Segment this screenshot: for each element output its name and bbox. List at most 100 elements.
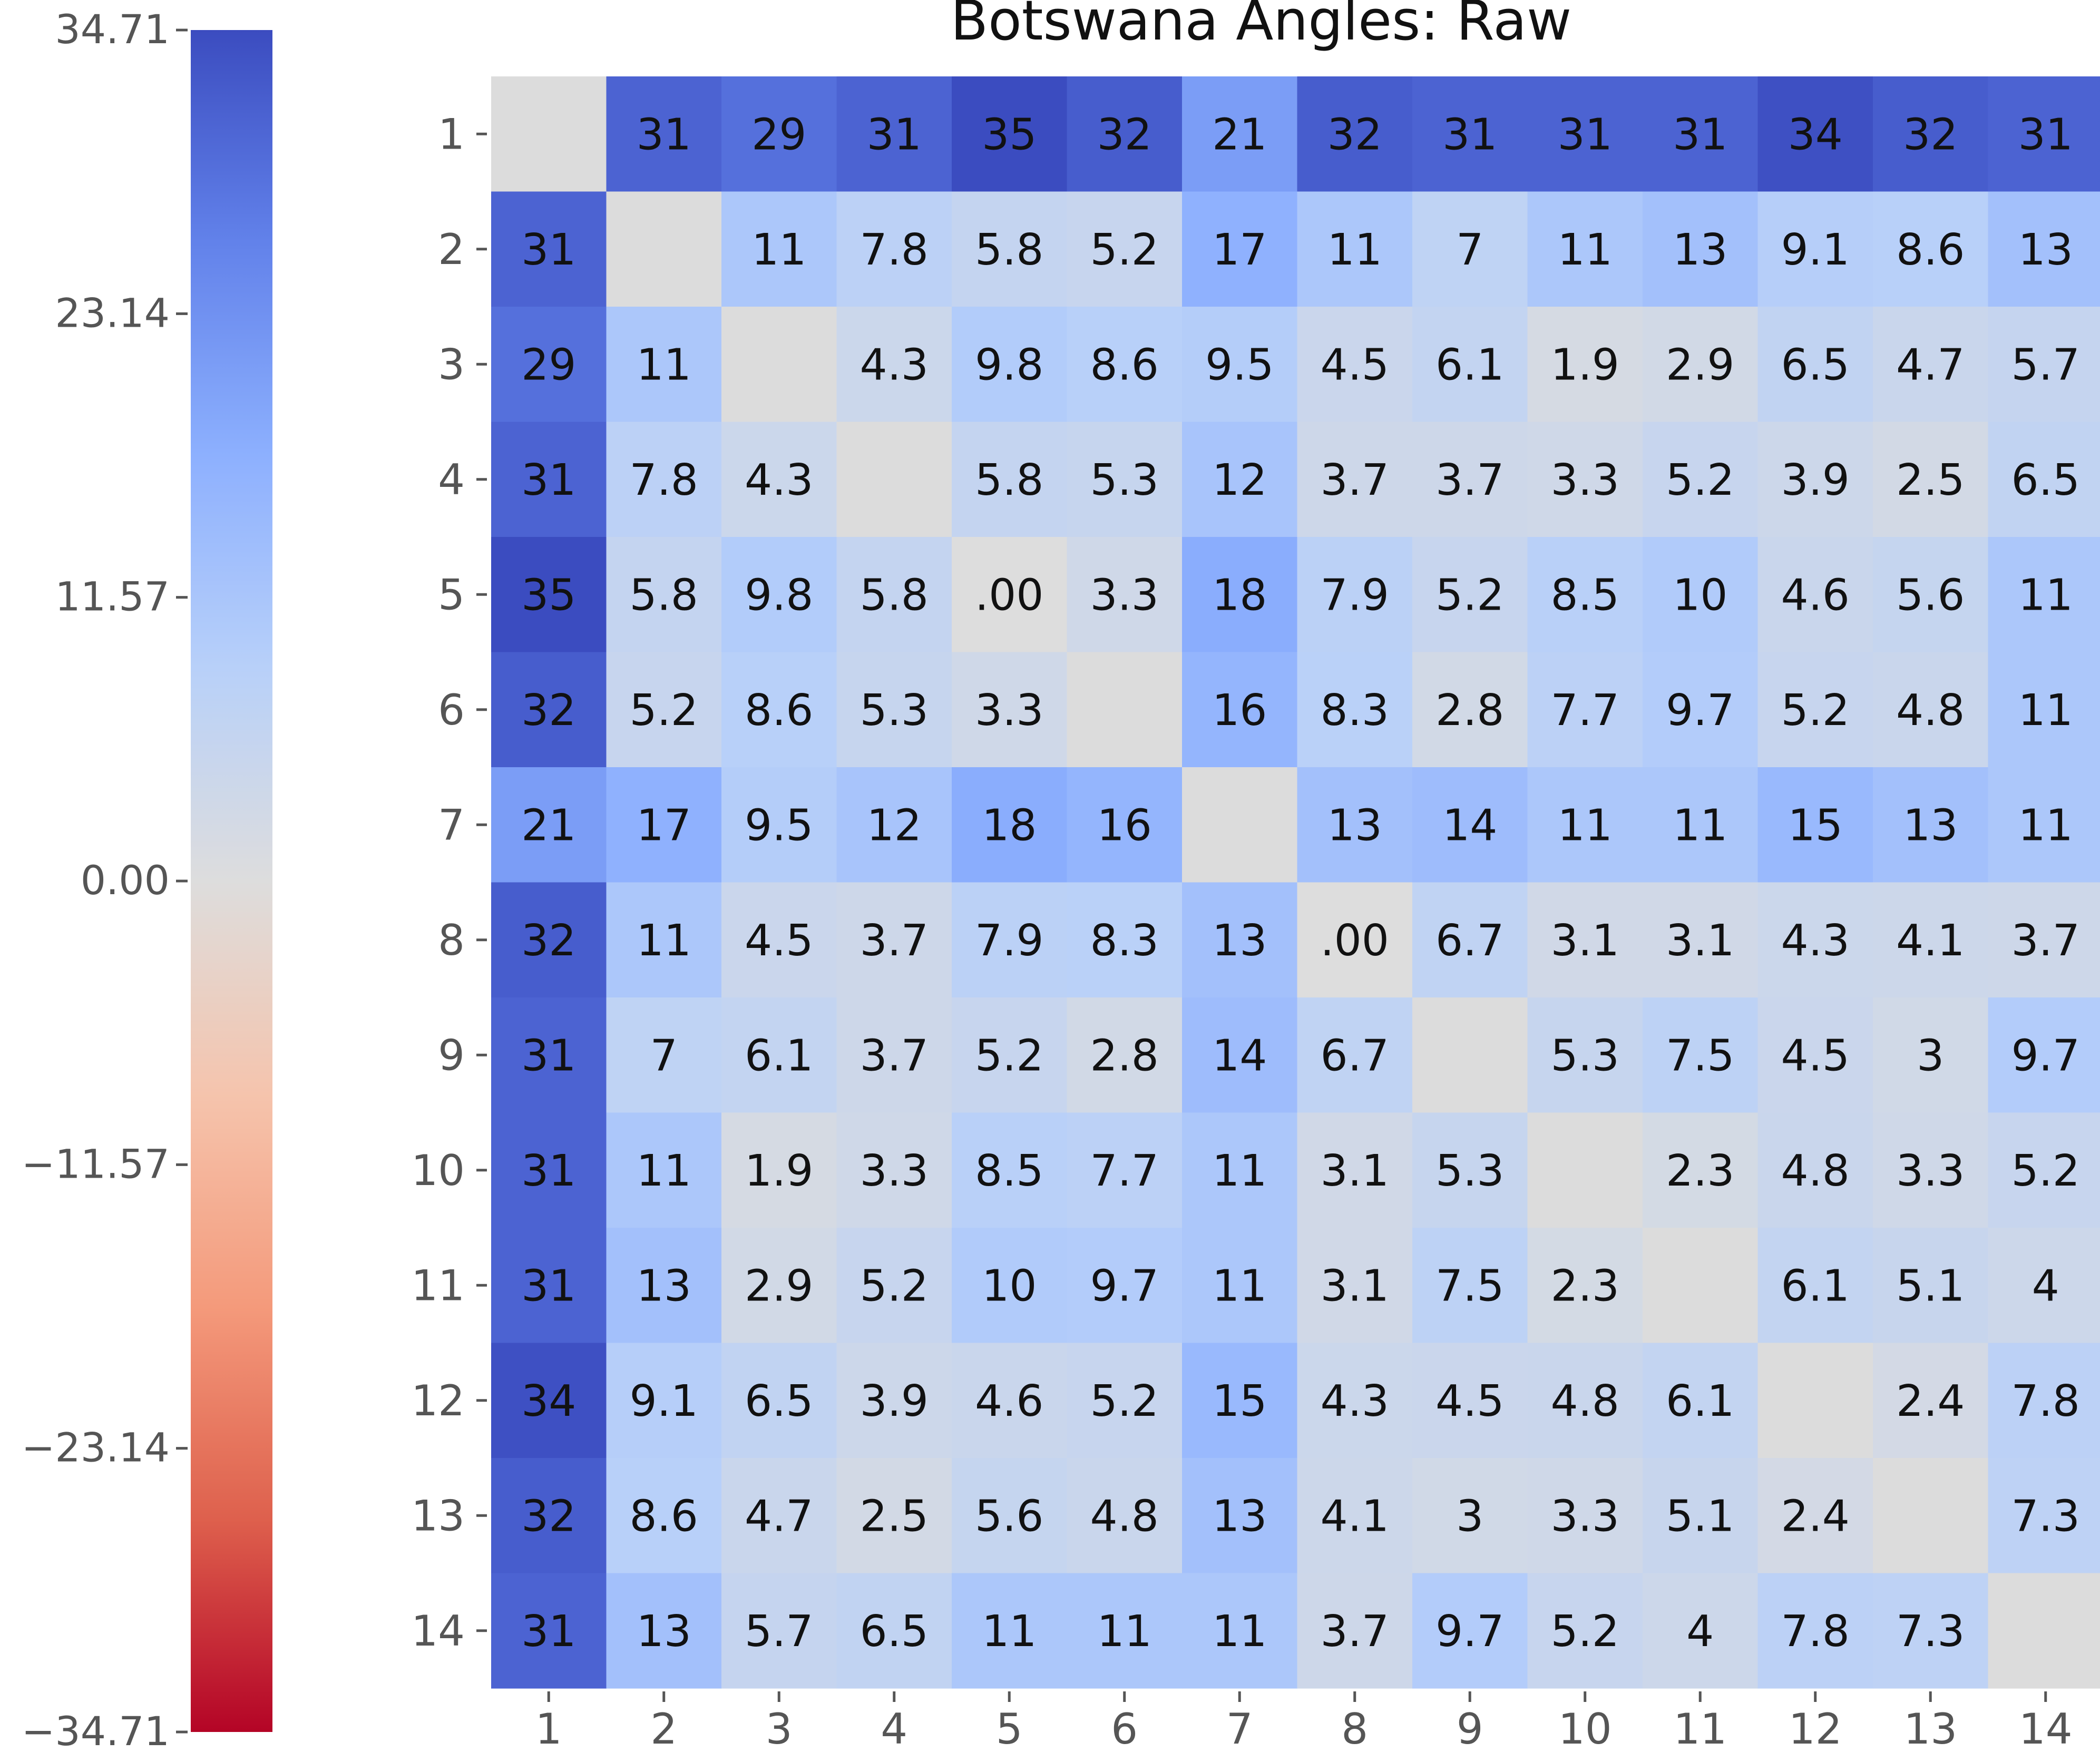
heatmap-cell-label: 8.5	[1551, 570, 1619, 620]
heatmap-cell	[952, 1573, 1068, 1689]
heatmap-cell-label: 4	[1686, 1607, 1714, 1657]
heatmap-cell-label: 3.9	[1781, 455, 1850, 505]
heatmap-cell	[952, 307, 1068, 423]
heatmap-cell	[1643, 1573, 1759, 1689]
heatmap-cell-label: 7	[1456, 225, 1483, 275]
heatmap-cell-label: 7.8	[860, 225, 929, 275]
heatmap-cell	[1412, 1573, 1528, 1689]
heatmap-cell-label: 4.3	[1321, 1376, 1389, 1426]
heatmap-cell-label: 3.3	[1090, 570, 1159, 620]
heatmap-cell-label: 3.7	[1435, 455, 1504, 505]
heatmap-cell	[1873, 1343, 1989, 1459]
heatmap-cell	[952, 1112, 1068, 1228]
heatmap-cell	[1527, 1573, 1643, 1689]
heatmap-cell-label: 4.3	[860, 340, 929, 390]
heatmap-cell	[836, 652, 952, 768]
heatmap-cell-label: 6.1	[1666, 1376, 1734, 1426]
heatmap-cell	[1297, 76, 1413, 192]
heatmap-cell	[1527, 1343, 1643, 1459]
heatmap-cell	[1067, 1112, 1183, 1228]
heatmap-cell-label: 4.8	[1090, 1491, 1159, 1541]
heatmap-cell	[1412, 191, 1528, 307]
heatmap-cell-label: 31	[637, 110, 691, 160]
heatmap-cell-label: 5.2	[630, 686, 698, 736]
heatmap-cell	[1412, 76, 1528, 192]
heatmap-cell	[1757, 1573, 1873, 1689]
heatmap-cell	[1757, 1112, 1873, 1228]
heatmap-cell-label: 21	[1212, 110, 1267, 160]
heatmap-cell	[1067, 652, 1183, 768]
heatmap-cell	[1757, 422, 1873, 537]
heatmap-cell	[721, 1573, 837, 1689]
heatmap-cell	[721, 307, 837, 423]
heatmap-cell	[1643, 307, 1759, 423]
heatmap-cell-label: 4.7	[1896, 340, 1965, 390]
heatmap-cell-label: 7.8	[1781, 1607, 1850, 1657]
colorbar-tick-label: 0.00	[81, 857, 170, 904]
heatmap-cell	[836, 997, 952, 1113]
heatmap-cell-label: 34	[521, 1376, 576, 1426]
heatmap-cell-label: 4.6	[1781, 570, 1850, 620]
heatmap-cell-label: .00	[975, 570, 1043, 620]
heatmap-cell	[1527, 307, 1643, 423]
heatmap-cell	[836, 1458, 952, 1574]
heatmap-cell	[1527, 422, 1643, 537]
heatmap-cell	[721, 1228, 837, 1344]
heatmap-cell-label: 18	[982, 800, 1037, 850]
heatmap-cell-label: 32	[1903, 110, 1958, 160]
heatmap-cell-label: 6.7	[1321, 1031, 1389, 1081]
heatmap-cell	[1873, 997, 1989, 1113]
heatmap-cell-label: 5.2	[975, 1031, 1043, 1081]
heatmap-cell-label: 11	[637, 1146, 691, 1196]
heatmap-cell-label: 7.8	[2011, 1376, 2080, 1426]
heatmap-cell	[606, 191, 722, 307]
heatmap-cell-label: 8.3	[1090, 916, 1159, 966]
heatmap-cell	[721, 767, 837, 883]
heatmap-cell	[1297, 1458, 1413, 1574]
heatmap-cell	[1873, 882, 1989, 998]
heatmap-cell	[952, 1458, 1068, 1574]
heatmap-cell-label: 9.7	[1090, 1261, 1159, 1311]
heatmap-cell-label: 2.4	[1781, 1491, 1850, 1541]
heatmap-cell-label: 2.9	[1666, 340, 1734, 390]
heatmap-cell-label: 8.6	[1896, 225, 1965, 275]
heatmap-cell	[1297, 1573, 1413, 1689]
heatmap-cell-label: 13	[637, 1261, 691, 1311]
heatmap-cell-label: 17	[1212, 225, 1267, 275]
heatmap-cell	[836, 1112, 952, 1228]
heatmap-cell	[836, 882, 952, 998]
heatmap-cell-label: 4.5	[1321, 340, 1389, 390]
heatmap-cell-label: 5.3	[1551, 1031, 1619, 1081]
heatmap-cell-label: 32	[521, 686, 576, 736]
heatmap-cell	[1412, 997, 1528, 1113]
column-tick-label: 12	[1789, 1705, 1842, 1752]
heatmap-cell	[952, 997, 1068, 1113]
heatmap-cell	[1297, 422, 1413, 537]
column-tick-label: 9	[1457, 1705, 1483, 1752]
heatmap-cell	[1873, 652, 1989, 768]
heatmap-cell-label: 5.8	[860, 570, 929, 620]
heatmap-cell	[1067, 882, 1183, 998]
heatmap-cell	[721, 1458, 837, 1574]
heatmap-cell-label: 9.1	[630, 1376, 698, 1426]
heatmap-cell	[1988, 652, 2100, 768]
column-tick-label: 10	[1558, 1705, 1612, 1752]
heatmap-cell	[491, 537, 607, 653]
heatmap-cell-label: 1.9	[1551, 340, 1619, 390]
heatmap-cell	[1873, 307, 1989, 423]
heatmap-cell-label: 6.7	[1435, 916, 1504, 966]
heatmap-cell-label: 2.8	[1090, 1031, 1159, 1081]
heatmap-cell-label: 1.9	[745, 1146, 813, 1196]
heatmap-cell	[1067, 307, 1183, 423]
heatmap-cell	[1412, 767, 1528, 883]
row-tick-label: 3	[438, 340, 465, 389]
heatmap-cell	[721, 997, 837, 1113]
heatmap-cell	[1643, 537, 1759, 653]
heatmap-cell	[1297, 767, 1413, 883]
column-tick-label: 14	[2019, 1705, 2073, 1752]
heatmap-cell-label: 6.5	[860, 1607, 929, 1657]
heatmap-cell	[1527, 767, 1643, 883]
heatmap-cell-label: 4.5	[1435, 1376, 1504, 1426]
heatmap-cell	[606, 882, 722, 998]
